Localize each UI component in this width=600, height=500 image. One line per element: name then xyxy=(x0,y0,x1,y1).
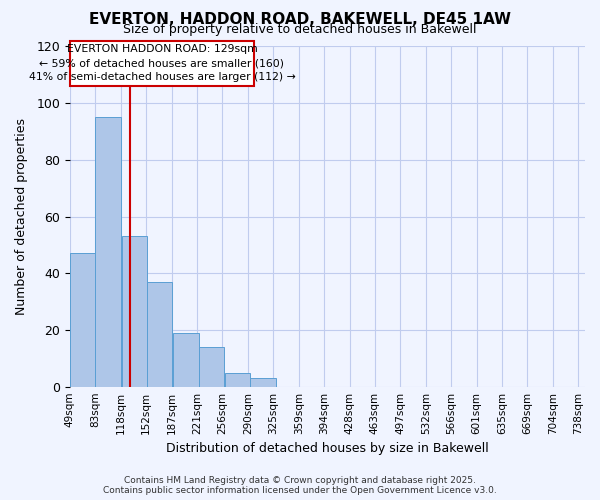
Bar xyxy=(70,40,254,86)
Bar xyxy=(95,118,121,386)
Bar xyxy=(199,347,224,387)
Text: Contains HM Land Registry data © Crown copyright and database right 2025.
Contai: Contains HM Land Registry data © Crown c… xyxy=(103,476,497,495)
Bar xyxy=(224,372,250,386)
Bar xyxy=(147,282,172,387)
Bar xyxy=(173,333,199,386)
Bar xyxy=(250,378,275,386)
X-axis label: Distribution of detached houses by size in Bakewell: Distribution of detached houses by size … xyxy=(166,442,489,455)
Text: Size of property relative to detached houses in Bakewell: Size of property relative to detached ho… xyxy=(123,22,477,36)
Text: EVERTON HADDON ROAD: 129sqm
← 59% of detached houses are smaller (160)
41% of se: EVERTON HADDON ROAD: 129sqm ← 59% of det… xyxy=(29,44,295,82)
Bar xyxy=(70,254,95,386)
Text: EVERTON, HADDON ROAD, BAKEWELL, DE45 1AW: EVERTON, HADDON ROAD, BAKEWELL, DE45 1AW xyxy=(89,12,511,28)
Y-axis label: Number of detached properties: Number of detached properties xyxy=(15,118,28,315)
Bar xyxy=(122,236,147,386)
